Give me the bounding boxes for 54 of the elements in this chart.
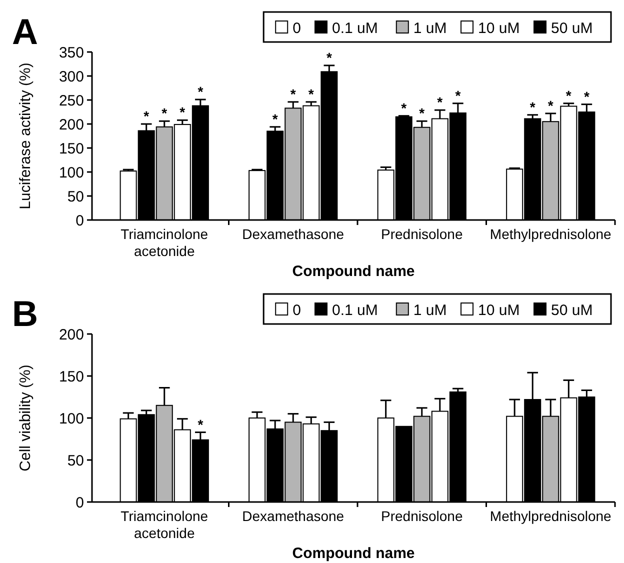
data-label: * [162, 105, 168, 122]
data-label: * [548, 97, 554, 114]
x-tick-label: Prednisolone [381, 226, 463, 242]
y-tick-label: 50 [67, 188, 84, 206]
chart-title: B [12, 293, 38, 334]
data-label: * [180, 104, 186, 120]
legend-label: 0 [292, 20, 301, 37]
data-label: * [308, 86, 314, 102]
x-tick-label: Dexamethasone [242, 508, 344, 524]
y-tick-label: 150 [58, 140, 84, 158]
x-tick-label: Methylprednisolone [490, 508, 612, 524]
x-tick-label: Triamcinolone acetonide [120, 508, 208, 541]
y-tick-label: 350 [58, 44, 84, 62]
y-tick-label: 50 [67, 452, 84, 470]
legend-label: 0 [292, 302, 301, 319]
data-label: * [198, 416, 204, 432]
y-tick-label: 150 [58, 368, 84, 386]
y-tick-label: 100 [58, 164, 84, 182]
chart-title: A [12, 11, 38, 52]
x-axis-title: Compound name [292, 263, 415, 280]
legend-label: 1 uM [413, 20, 447, 37]
data-label: * [272, 110, 278, 127]
y-tick-label: 0 [76, 494, 84, 512]
x-axis-title: Compound name [292, 545, 415, 562]
y-tick-label: 200 [58, 326, 84, 344]
data-label: * [437, 94, 444, 110]
data-label: * [290, 86, 296, 102]
data-label: * [198, 84, 204, 100]
legend-label: 1 uM [413, 302, 447, 319]
data-label: * [455, 87, 462, 104]
x-tick-label: Dexamethasone [242, 226, 344, 242]
data-label: * [530, 98, 536, 115]
data-label: * [144, 108, 150, 124]
data-label: * [401, 100, 408, 116]
legend-label: 10 uM [478, 302, 520, 319]
legend-label: 0.1 uM [332, 20, 378, 37]
y-tick-label: 100 [58, 410, 84, 428]
y-tick-label: 250 [58, 92, 84, 110]
data-label: * [419, 105, 426, 122]
x-tick-label: Methylprednisolone [490, 226, 612, 242]
y-axis-title: Cell viability (%) [17, 364, 34, 472]
data-label: * [584, 88, 590, 104]
data-label: * [566, 87, 572, 104]
data-label: * [326, 49, 332, 66]
x-tick-label: Triamcinolone acetonide [120, 226, 208, 259]
legend-label: 50 uM [551, 20, 593, 37]
x-tick-label: Prednisolone [381, 508, 463, 524]
legend-label: 0.1 uM [332, 302, 378, 319]
legend-label: 10 uM [478, 20, 520, 37]
y-tick-label: 0 [76, 212, 84, 230]
y-tick-label: 200 [58, 116, 84, 134]
y-axis-title: Luciferase activity (%) [17, 62, 34, 210]
legend-label: 50 uM [551, 302, 593, 319]
y-tick-label: 300 [58, 68, 84, 86]
